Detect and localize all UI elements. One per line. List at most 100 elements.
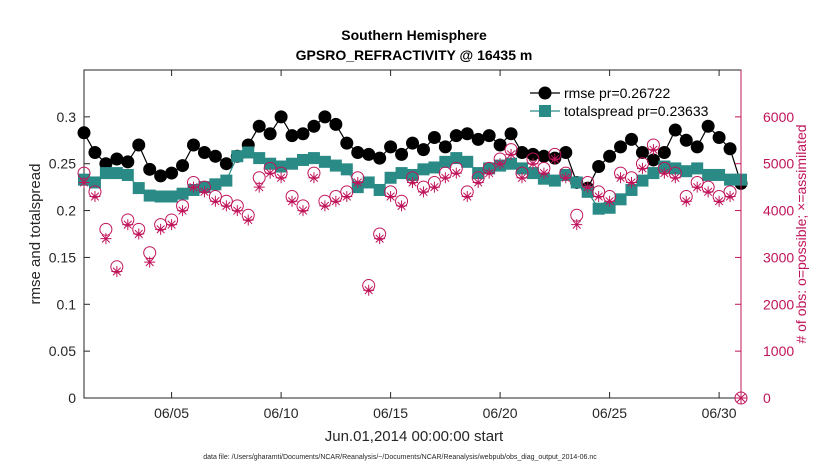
obs-assimilated-point: [407, 176, 418, 188]
rmse-point: [318, 110, 332, 124]
totalspread-point: [253, 152, 266, 165]
rmse-point: [449, 129, 463, 143]
totalspread-point: [297, 153, 309, 166]
y-tick-label-left: 0.25: [49, 156, 76, 172]
obs-assimilated-point: [275, 172, 287, 184]
totalspread-point: [713, 168, 726, 181]
rmse-point: [252, 119, 266, 133]
totalspread-point: [231, 150, 244, 163]
legend-totalspread-label: totalspread pr=0.23633: [564, 103, 709, 119]
obs-assimilated-point: [330, 195, 342, 207]
obs-assimilated-point: [472, 176, 484, 188]
x-tick-label: 06/10: [264, 405, 299, 421]
rmse-point: [679, 133, 693, 147]
obs-assimilated-point: [352, 176, 364, 188]
totalspread-point: [461, 155, 474, 168]
y-tick-label-left: 0.1: [57, 296, 77, 312]
totalspread-point: [121, 168, 134, 181]
obs-assimilated-point: [209, 195, 221, 207]
rmse-point: [493, 138, 507, 152]
rmse-point: [515, 145, 529, 159]
rmse-point: [603, 149, 617, 163]
rmse-point: [559, 145, 573, 159]
obs-assimilated-point: [593, 191, 605, 203]
legend-rmse-marker: [538, 86, 552, 100]
totalspread-point: [329, 159, 342, 172]
x-axis-label: Jun.01,2014 00:00:00 start: [325, 428, 504, 445]
totalspread-point: [242, 146, 255, 159]
rmse-point: [395, 147, 409, 161]
obs-assimilated-point: [264, 167, 276, 179]
rmse-point: [165, 166, 179, 180]
rmse-point: [154, 169, 168, 183]
rmse-point: [657, 145, 671, 159]
totalspread-point: [318, 155, 331, 168]
totalspread-point: [264, 157, 277, 170]
totalspread-point: [439, 155, 452, 168]
rmse-point: [197, 145, 211, 159]
rmse-point: [176, 159, 190, 173]
rmse-point: [351, 145, 365, 159]
obs-assimilated-point: [417, 186, 429, 198]
obs-assimilated-point: [538, 167, 550, 179]
plot-layer: [77, 110, 748, 405]
obs-assimilated-point: [680, 195, 692, 207]
chart-title: Southern Hemisphere: [341, 27, 487, 43]
totalspread-point: [307, 152, 320, 165]
y-axis-label-right: # of obs: o=possible; ×=assimilated: [793, 124, 809, 343]
rmse-point: [712, 130, 726, 144]
totalspread-point: [275, 160, 288, 173]
rmse-point: [614, 140, 628, 154]
totalspread-point: [526, 167, 539, 180]
y-tick-label-right: 6000: [763, 109, 794, 125]
rmse-point: [690, 140, 704, 154]
obs-assimilated-point: [571, 219, 583, 231]
obs-assimilated-point: [319, 200, 331, 212]
legend-rmse-label: rmse pr=0.26722: [564, 85, 670, 101]
obs-assimilated-point: [297, 205, 309, 217]
rmse-point: [274, 110, 288, 124]
rmse-point: [132, 138, 146, 152]
rmse-point: [362, 147, 376, 161]
totalspread-point: [647, 167, 660, 180]
totalspread-point: [143, 189, 156, 202]
obs-assimilated-point: [494, 158, 506, 170]
y-tick-label-right: 2000: [763, 296, 794, 312]
obs-assimilated-point: [527, 158, 539, 170]
y-tick-label-left: 0.05: [49, 343, 76, 359]
obs-assimilated-point: [155, 223, 167, 235]
totalspread-point: [724, 173, 737, 186]
rmse-point: [646, 153, 660, 167]
obs-assimilated-point: [669, 172, 681, 184]
obs-assimilated-point: [582, 181, 594, 193]
rmse-point: [208, 149, 222, 163]
rmse-point: [187, 138, 200, 152]
obs-assimilated-point: [626, 176, 637, 188]
totalspread-point: [417, 163, 430, 176]
obs-assimilated-point: [516, 172, 528, 184]
obs-assimilated-point: [89, 191, 101, 203]
rmse-point: [635, 145, 649, 159]
totalspread-point: [220, 174, 233, 187]
totalspread-point: [362, 176, 375, 189]
rmse-point: [329, 117, 343, 131]
x-tick-label: 06/05: [154, 405, 189, 421]
rmse-point: [701, 119, 715, 133]
obs-assimilated-point: [78, 176, 90, 188]
totalspread-point: [154, 190, 167, 203]
plot-area: [83, 69, 742, 399]
obs-assimilated-point: [450, 167, 462, 179]
y-tick-label-left: 0.3: [57, 109, 77, 125]
totalspread-point: [505, 157, 518, 170]
obs-assimilated-point: [111, 265, 123, 277]
totalspread-point: [132, 182, 145, 195]
rmse-point: [307, 119, 321, 133]
axis-layer: 06/05 06/10 06/15 06/20 06/25 06/30 0 0.05 0.1 0.…: [49, 70, 794, 421]
obs-assimilated-point: [122, 219, 134, 231]
y-tick-label-right: 5000: [763, 156, 794, 172]
legend-totalspread-marker: [539, 105, 551, 117]
totalspread-point: [286, 157, 299, 170]
obs-assimilated-point: [341, 191, 353, 203]
obs-assimilated-point: [396, 200, 408, 212]
